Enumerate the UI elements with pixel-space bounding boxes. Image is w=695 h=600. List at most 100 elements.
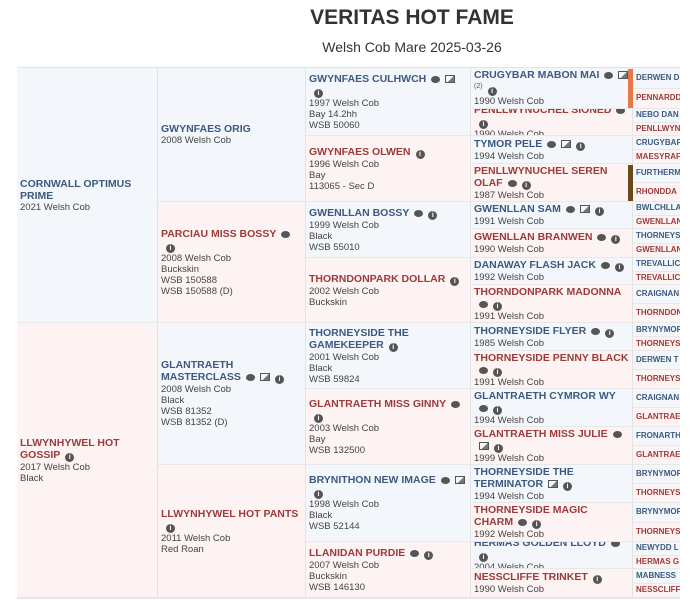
horse-name-link[interactable]: NEBO DAN <box>636 110 679 120</box>
info-icon[interactable]: i <box>450 276 460 286</box>
image-icon[interactable] <box>548 479 559 488</box>
horse-name-link[interactable]: BRYNYMOR <box>636 469 680 478</box>
info-icon[interactable]: i <box>65 452 75 462</box>
horse-name-link[interactable]: MABNESS <box>636 570 677 580</box>
horse-name-link[interactable]: LLWYNHYWEL HOT PANTS <box>161 507 299 520</box>
info-icon[interactable]: i <box>563 481 573 491</box>
comment-icon[interactable] <box>616 109 626 114</box>
horse-name-link[interactable]: DERWEN D <box>636 72 680 82</box>
horse-name-link[interactable]: GLANTRAETH MASTERCLASS <box>161 359 241 383</box>
comment-icon[interactable] <box>597 234 607 241</box>
horse-name-link[interactable]: DERWEN T <box>636 355 679 364</box>
comment-icon[interactable] <box>518 519 528 526</box>
comment-icon[interactable] <box>431 75 441 83</box>
comment-icon[interactable] <box>600 262 610 269</box>
horse-name-link[interactable]: PENLLWYN <box>636 123 680 133</box>
comment-icon[interactable] <box>565 206 575 213</box>
horse-name-link[interactable]: HERMAS GOLDEN LLOYD <box>474 542 606 549</box>
info-icon[interactable]: i <box>592 575 602 584</box>
horse-name-link[interactable]: PARCIAU MISS BOSSY <box>161 227 277 240</box>
horse-name-link[interactable]: GWYNFAES CULHWCH <box>309 72 427 85</box>
image-icon[interactable] <box>618 71 629 79</box>
horse-name-link[interactable]: GLANTRAE <box>636 412 680 421</box>
horse-name-link[interactable]: LLWYNHYWEL HOT GOSSIP <box>20 436 120 461</box>
comment-icon[interactable] <box>281 230 291 238</box>
info-icon[interactable]: i <box>532 520 542 529</box>
info-icon[interactable]: i <box>493 301 502 311</box>
comment-icon[interactable] <box>414 209 424 217</box>
comment-icon[interactable] <box>479 366 488 374</box>
horse-name-link[interactable]: THORNDONPARK MADONNA <box>474 285 622 298</box>
horse-name-link[interactable]: GWENLLAN <box>636 216 680 226</box>
horse-name-link[interactable]: TYMOR PELE <box>474 137 543 150</box>
horse-name-link[interactable]: BRYNITHON NEW IMAGE <box>309 474 436 486</box>
comment-icon[interactable] <box>591 327 601 335</box>
horse-name-link[interactable]: CRAIGNAN <box>636 289 680 298</box>
info-icon[interactable]: i <box>428 210 438 220</box>
info-icon[interactable]: i <box>493 405 502 415</box>
info-icon[interactable]: i <box>611 235 621 244</box>
image-icon[interactable] <box>259 373 270 381</box>
horse-name-link[interactable]: THORNEYS <box>636 338 680 348</box>
horse-name-link[interactable]: NESSCLIFF <box>636 585 680 595</box>
horse-name-link[interactable]: GLANTRAETH CYMROR WY <box>474 389 616 402</box>
image-icon[interactable] <box>579 205 590 213</box>
horse-name-link[interactable]: THORNEYSIDE FLYER <box>474 324 587 337</box>
horse-name-link[interactable]: GWENLLAN <box>636 245 680 255</box>
horse-name-link[interactable]: THORNEYSIDE PENNY BLACK <box>474 351 629 364</box>
horse-name-link[interactable]: THORNEYS <box>636 526 680 536</box>
info-icon[interactable]: i <box>479 553 488 562</box>
info-icon[interactable]: i <box>274 375 284 384</box>
info-icon[interactable]: i <box>594 207 604 216</box>
image-icon[interactable] <box>561 139 572 148</box>
horse-name-link[interactable]: GWENLLAN SAM <box>474 203 561 215</box>
comment-icon[interactable] <box>612 430 622 438</box>
horse-name-link[interactable]: CORNWALL OPTIMUS PRIME <box>20 177 132 202</box>
comment-icon[interactable] <box>440 477 450 484</box>
image-icon[interactable] <box>445 74 456 83</box>
horse-name-link[interactable]: GWYNFAES OLWEN <box>309 145 411 158</box>
horse-name-link[interactable]: LLANIDAN PURDIE <box>309 546 406 559</box>
horse-name-link[interactable]: CRUGYBAR <box>636 137 680 147</box>
info-icon[interactable]: i <box>166 243 175 253</box>
horse-name-link[interactable]: BWLCHLLA <box>636 203 680 213</box>
image-icon[interactable] <box>479 441 489 450</box>
horse-name-link[interactable]: THORNEYSIDE THE GAMEKEEPER <box>309 326 409 351</box>
info-icon[interactable]: i <box>388 342 398 352</box>
comment-icon[interactable] <box>479 404 488 412</box>
horse-name-link[interactable]: CRAIGNAN <box>636 393 680 402</box>
comment-icon[interactable] <box>479 300 488 308</box>
horse-name-link[interactable]: DANAWAY FLASH JACK <box>474 259 596 271</box>
horse-name-link[interactable]: MAESYRAF <box>636 151 680 161</box>
horse-name-link[interactable]: FURTHERM <box>636 168 680 177</box>
horse-name-link[interactable]: HERMAS G <box>636 556 680 566</box>
info-icon[interactable]: i <box>479 120 488 129</box>
info-icon[interactable]: i <box>494 443 503 453</box>
info-icon[interactable]: i <box>314 88 323 98</box>
horse-name-link[interactable]: TREVALLIC <box>636 259 680 269</box>
info-icon[interactable]: i <box>424 550 434 560</box>
horse-name-link[interactable]: GWENLLAN BRANWEN <box>474 231 593 243</box>
horse-name-link[interactable]: GWENLLAN BOSSY <box>309 206 410 219</box>
horse-name-link[interactable]: PENNARDD <box>636 93 680 103</box>
horse-name-link[interactable]: THORNDONPARK DOLLAR <box>309 272 446 285</box>
horse-name-link[interactable]: RHONDDA <box>636 187 677 196</box>
info-icon[interactable]: i <box>576 141 586 151</box>
horse-name-link[interactable]: GLANTRAETH MISS GINNY <box>309 397 447 410</box>
info-icon[interactable]: i <box>493 367 502 377</box>
horse-name-link[interactable]: GLANTRAETH MISS JULIE <box>474 427 608 440</box>
horse-name-link[interactable]: THORNEYS <box>636 374 680 383</box>
horse-name-link[interactable]: PENLLWYNUCHEL SIONED <box>474 109 612 116</box>
horse-name-link[interactable]: GWYNFAES ORIG <box>161 123 251 135</box>
comment-icon[interactable] <box>451 400 461 408</box>
info-icon[interactable]: i <box>614 263 624 272</box>
info-icon[interactable]: i <box>487 87 497 96</box>
comment-icon[interactable] <box>245 374 255 381</box>
horse-name-link[interactable]: BRYNYMOR <box>636 324 680 334</box>
horse-name-link[interactable]: THORNEYSIDE THE TERMINATOR <box>474 465 574 490</box>
horse-name-link[interactable]: THORNEYSIDE MAGIC CHARM <box>474 504 588 528</box>
comment-icon[interactable] <box>604 72 614 79</box>
horse-name-link[interactable]: CRUGYBAR MABON MAI <box>474 69 600 81</box>
horse-name-link[interactable]: THORNDON <box>636 308 680 317</box>
horse-name-link[interactable]: NEWYDD L <box>636 543 679 553</box>
